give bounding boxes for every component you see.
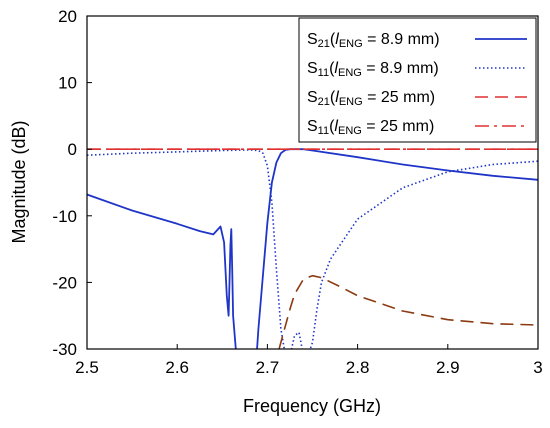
y-tick-label: -30 bbox=[52, 340, 77, 359]
x-tick-label: 2.5 bbox=[75, 358, 99, 377]
y-axis-title: Magnitude (dB) bbox=[9, 120, 29, 243]
y-tick-label: 10 bbox=[58, 74, 77, 93]
x-axis-title: Frequency (GHz) bbox=[243, 396, 381, 416]
plot-frame bbox=[86, 15, 539, 350]
x-tick-label: 2.7 bbox=[256, 358, 280, 377]
series-line-2 bbox=[87, 149, 538, 349]
legend-label-4: S11(lENG = 25 mm) bbox=[307, 118, 434, 137]
y-tick-label: -10 bbox=[52, 207, 77, 226]
x-tick-label: 2.8 bbox=[346, 358, 370, 377]
series-line-5 bbox=[278, 274, 538, 349]
y-tick-label: 0 bbox=[68, 140, 77, 159]
x-tick-label: 3 bbox=[533, 358, 542, 377]
legend: S21(lENG = 8.9 mm) S11(lENG = 8.9 mm) S21(… bbox=[298, 17, 537, 143]
legend-label-2: S11(lENG = 8.9 mm) bbox=[307, 60, 439, 79]
ticks-layer: 2.5 2.6 2.7 2.8 2.9 3 20 10 0 -10 -20 -30 bbox=[52, 7, 542, 377]
series-line-1 bbox=[87, 148, 538, 349]
series-layer bbox=[87, 148, 538, 349]
y-tick-label: 20 bbox=[58, 7, 77, 26]
legend-label-1: S21(lENG = 8.9 mm) bbox=[307, 31, 440, 50]
x-tick-label: 2.9 bbox=[436, 358, 460, 377]
y-tick-label: -20 bbox=[52, 273, 77, 292]
x-tick-label: 2.6 bbox=[165, 358, 189, 377]
legend-label-3: S21(lENG = 25 mm) bbox=[307, 89, 435, 108]
